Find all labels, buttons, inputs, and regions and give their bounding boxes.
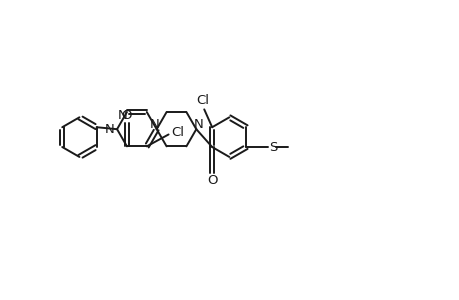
Text: Cl: Cl xyxy=(196,94,208,107)
Text: N: N xyxy=(193,118,203,131)
Text: S: S xyxy=(269,140,277,154)
Text: O: O xyxy=(207,174,217,187)
Text: N: N xyxy=(118,109,128,122)
Text: N: N xyxy=(150,118,159,131)
Text: O: O xyxy=(122,109,132,122)
Text: N: N xyxy=(105,123,115,136)
Text: Cl: Cl xyxy=(171,126,184,139)
